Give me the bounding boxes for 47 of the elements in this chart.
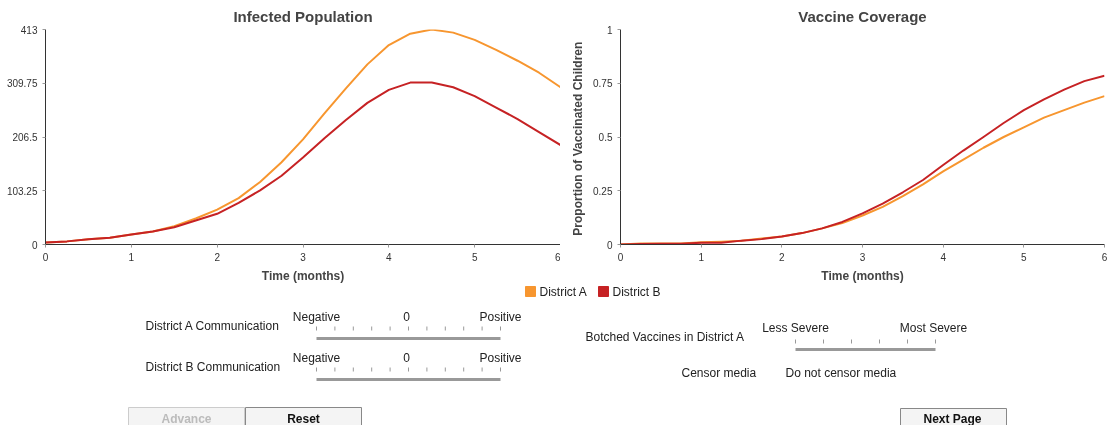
y-tick-label: 206.5 [12,132,38,143]
text: District B Communication [145,359,281,374]
x-tick-label: 0 [617,251,624,263]
text: Negative [292,350,341,365]
y-tick-label: 1 [606,24,613,36]
text: Censor media [681,365,757,380]
y-tick-label: 0 [31,239,38,251]
y-tick-label: 0.75 [593,78,613,90]
x-tick-label: 5 [471,251,478,263]
x-tick-label: 3 [859,251,866,263]
y-tick-label: 103.25 [6,185,38,197]
text: Next Page [923,411,982,426]
text: Do not censor media [785,365,897,380]
text: District A Communication [145,318,279,333]
text: Most Severe [899,320,968,335]
x-axis-title: Time (months) [821,268,904,283]
text: Negative [292,309,341,324]
text: Positive [479,309,522,324]
legend-label: District A [539,284,587,299]
y-tick-label: 309.75 [6,78,38,90]
y-tick-label: 0.5 [598,132,613,143]
x-tick-label: 6 [554,251,561,263]
text: 0 [403,310,411,324]
text: 0 [403,351,411,365]
y-tick-label: 0 [606,239,613,251]
x-tick-label: 5 [1021,251,1028,263]
text: Reset [287,411,320,426]
y-axis-title: Proportion of Vaccinated Children [571,41,586,236]
text: Positive [479,350,522,365]
x-tick-label: 0 [42,251,49,263]
x-tick-label: 3 [300,251,307,263]
text: Advance [161,411,212,426]
text: Less Severe [762,320,830,335]
text: Botched Vaccines in District A [585,329,745,344]
y-tick-label: 413 [20,24,38,36]
chart-title: Infected Population [233,7,373,25]
y-tick-label: 0.25 [593,185,613,197]
legend-label: District B [612,284,661,299]
x-tick-label: 4 [386,251,393,263]
x-tick-label: 4 [940,251,947,263]
x-tick-label: 6 [1101,251,1108,263]
x-tick-label: 1 [698,251,705,263]
x-tick-label: 2 [779,251,786,263]
x-tick-label: 2 [214,251,221,263]
x-axis-title: Time (months) [261,268,345,283]
chart-title: Vaccine Coverage [798,7,927,25]
x-tick-label: 1 [128,251,135,263]
